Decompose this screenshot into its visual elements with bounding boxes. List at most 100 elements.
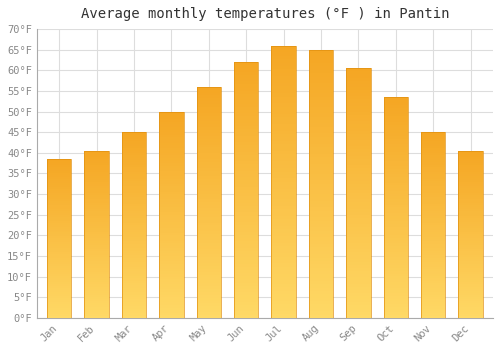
- Bar: [384, 180, 408, 183]
- Bar: [346, 159, 370, 162]
- Bar: [84, 228, 109, 230]
- Bar: [272, 277, 296, 280]
- Bar: [346, 193, 370, 196]
- Bar: [309, 184, 333, 187]
- Bar: [47, 278, 72, 280]
- Bar: [272, 233, 296, 236]
- Bar: [309, 70, 333, 73]
- Bar: [84, 218, 109, 220]
- Bar: [196, 211, 221, 214]
- Bar: [272, 100, 296, 103]
- Bar: [196, 182, 221, 185]
- Bar: [47, 223, 72, 225]
- Bar: [160, 266, 184, 269]
- Bar: [122, 267, 146, 269]
- Bar: [346, 196, 370, 199]
- Bar: [47, 308, 72, 310]
- Bar: [122, 176, 146, 178]
- Bar: [196, 188, 221, 191]
- Bar: [458, 228, 483, 230]
- Bar: [421, 204, 446, 206]
- Bar: [196, 292, 221, 295]
- Bar: [122, 165, 146, 167]
- Bar: [160, 253, 184, 256]
- Bar: [234, 216, 258, 219]
- Bar: [346, 93, 370, 96]
- Bar: [458, 285, 483, 287]
- Bar: [122, 253, 146, 255]
- Bar: [122, 248, 146, 251]
- Bar: [346, 112, 370, 115]
- Bar: [122, 172, 146, 174]
- Bar: [346, 252, 370, 256]
- Bar: [272, 301, 296, 304]
- Bar: [196, 185, 221, 188]
- Bar: [272, 202, 296, 205]
- Bar: [234, 254, 258, 257]
- Bar: [309, 291, 333, 294]
- Bar: [160, 300, 184, 302]
- Bar: [272, 304, 296, 308]
- Bar: [160, 313, 184, 315]
- Bar: [384, 246, 408, 249]
- Bar: [47, 173, 72, 175]
- Bar: [160, 122, 184, 125]
- Bar: [160, 287, 184, 289]
- Bar: [272, 93, 296, 97]
- Bar: [160, 112, 184, 114]
- Bar: [84, 255, 109, 257]
- Bar: [47, 201, 72, 203]
- Bar: [421, 158, 446, 160]
- Bar: [272, 168, 296, 172]
- Bar: [421, 153, 446, 155]
- Bar: [384, 105, 408, 108]
- Bar: [346, 143, 370, 146]
- Bar: [84, 295, 109, 297]
- Bar: [346, 306, 370, 308]
- Bar: [309, 130, 333, 133]
- Bar: [234, 247, 258, 251]
- Bar: [122, 148, 146, 151]
- Bar: [384, 271, 408, 274]
- Bar: [47, 191, 72, 193]
- Bar: [346, 237, 370, 240]
- Bar: [458, 314, 483, 316]
- Bar: [384, 315, 408, 318]
- Bar: [458, 197, 483, 199]
- Bar: [84, 280, 109, 282]
- Bar: [160, 135, 184, 137]
- Bar: [346, 265, 370, 268]
- Bar: [421, 209, 446, 211]
- Bar: [234, 315, 258, 318]
- Bar: [84, 232, 109, 234]
- Bar: [160, 130, 184, 132]
- Bar: [234, 100, 258, 104]
- Bar: [234, 97, 258, 100]
- Bar: [309, 110, 333, 113]
- Bar: [234, 110, 258, 113]
- Bar: [47, 302, 72, 304]
- Bar: [234, 148, 258, 152]
- Bar: [47, 244, 72, 246]
- Bar: [196, 139, 221, 142]
- Bar: [196, 162, 221, 165]
- Bar: [458, 163, 483, 166]
- Bar: [421, 272, 446, 274]
- Bar: [196, 116, 221, 119]
- Bar: [272, 97, 296, 100]
- Bar: [272, 314, 296, 318]
- Bar: [84, 224, 109, 226]
- Bar: [160, 202, 184, 204]
- Bar: [458, 186, 483, 188]
- Bar: [346, 168, 370, 171]
- Bar: [122, 276, 146, 278]
- Bar: [346, 246, 370, 249]
- Bar: [309, 241, 333, 244]
- Bar: [196, 121, 221, 124]
- Bar: [84, 264, 109, 266]
- Bar: [196, 248, 221, 251]
- Bar: [122, 313, 146, 316]
- Bar: [196, 269, 221, 272]
- Bar: [47, 232, 72, 234]
- Bar: [122, 272, 146, 274]
